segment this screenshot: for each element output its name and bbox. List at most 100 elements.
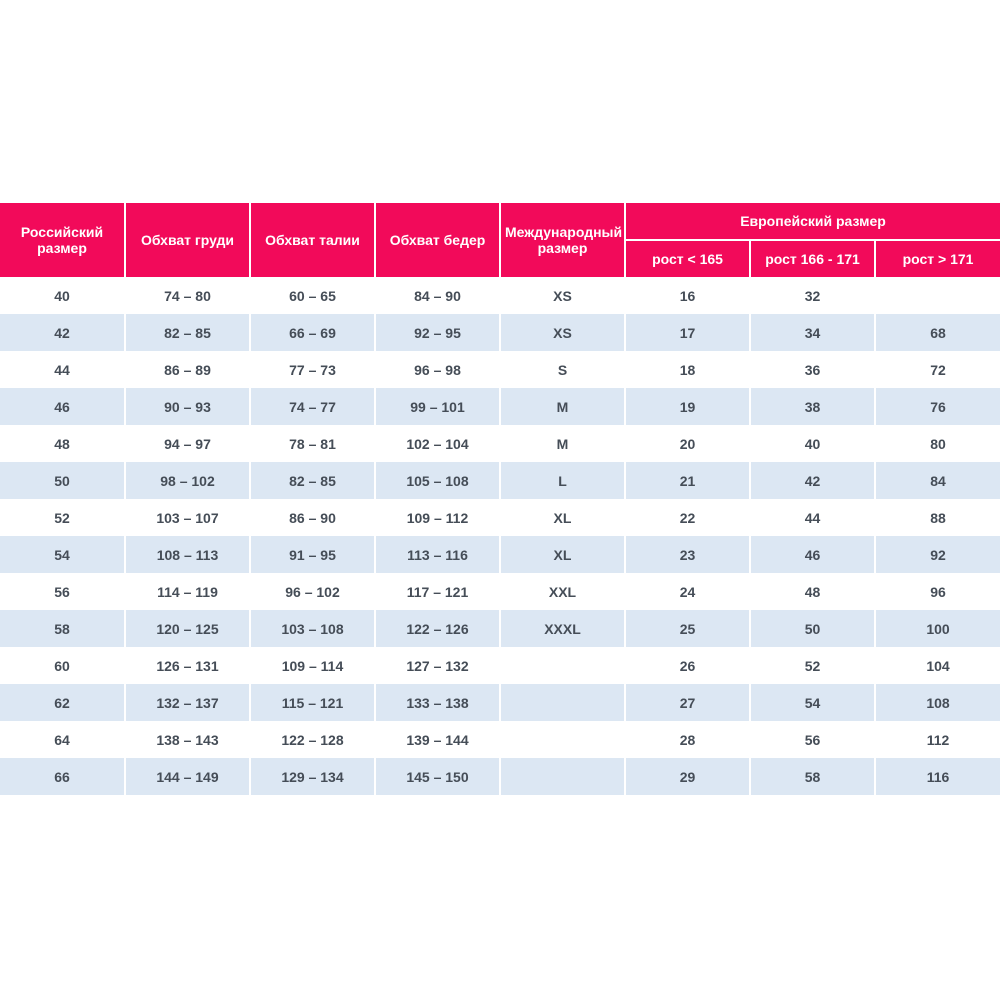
table-cell: 132 – 137: [124, 684, 250, 721]
table-cell: 102 – 104: [374, 425, 500, 462]
table-cell: XL: [499, 499, 625, 536]
table-cell: 34: [749, 314, 875, 351]
header-waist: Обхват талии: [249, 203, 375, 277]
table-cell: 56: [749, 721, 875, 758]
table-cell: 122 – 128: [249, 721, 375, 758]
table-cell: 50: [749, 610, 875, 647]
table-cell: 92 – 95: [374, 314, 500, 351]
table-cell: 17: [624, 314, 750, 351]
table-row: 62 132 – 137 115 – 121 133 – 138 27 54 108: [0, 684, 1000, 721]
header-hips: Обхват бедер: [374, 203, 500, 277]
table-cell: 64: [0, 721, 125, 758]
table-cell: 74 – 77: [249, 388, 375, 425]
table-cell: S: [499, 351, 625, 388]
table-cell: 103 – 107: [124, 499, 250, 536]
table-cell: 32: [749, 277, 875, 314]
table-cell: 46: [749, 536, 875, 573]
table-cell: [499, 647, 625, 684]
table-cell: 40: [0, 277, 125, 314]
table-cell: 46: [0, 388, 125, 425]
table-cell: 103 – 108: [249, 610, 375, 647]
header-height-166-171: рост 166 - 171: [749, 240, 875, 277]
table-cell: 42: [749, 462, 875, 499]
table-cell: 84: [874, 462, 1000, 499]
table-row: 56 114 – 119 96 – 102 117 – 121 XXL 24 48 96: [0, 573, 1000, 610]
table-cell: [499, 721, 625, 758]
table-cell: [874, 277, 1000, 314]
table-cell: 133 – 138: [374, 684, 500, 721]
table-cell: 94 – 97: [124, 425, 250, 462]
table-cell: 18: [624, 351, 750, 388]
table-cell: 84 – 90: [374, 277, 500, 314]
table-cell: 56: [0, 573, 125, 610]
table-cell: 126 – 131: [124, 647, 250, 684]
table-cell: 54: [749, 684, 875, 721]
table-cell: 24: [624, 573, 750, 610]
table-cell: 104: [874, 647, 1000, 684]
size-chart-table: Российский размер Обхват груди Обхват та…: [0, 203, 1000, 795]
table-cell: 109 – 114: [249, 647, 375, 684]
table-cell: XS: [499, 277, 625, 314]
table-cell: 92: [874, 536, 1000, 573]
table-cell: 60: [0, 647, 125, 684]
table-cell: 52: [749, 647, 875, 684]
table-row: 50 98 – 102 82 – 85 105 – 108 L 21 42 84: [0, 462, 1000, 499]
table-cell: M: [499, 388, 625, 425]
table-cell: 113 – 116: [374, 536, 500, 573]
table-cell: 105 – 108: [374, 462, 500, 499]
table-cell: 66: [0, 758, 125, 795]
table-cell: 96 – 98: [374, 351, 500, 388]
table-cell: 23: [624, 536, 750, 573]
header-russian-size: Российский размер: [0, 203, 125, 277]
table-cell: 144 – 149: [124, 758, 250, 795]
table-cell: 16: [624, 277, 750, 314]
table-cell: 76: [874, 388, 1000, 425]
table-cell: 27: [624, 684, 750, 721]
table-cell: XXL: [499, 573, 625, 610]
table-cell: 80: [874, 425, 1000, 462]
table-cell: 91 – 95: [249, 536, 375, 573]
table-cell: 40: [749, 425, 875, 462]
table-cell: [499, 684, 625, 721]
table-cell: 96: [874, 573, 1000, 610]
header-chest: Обхват груди: [124, 203, 250, 277]
table-cell: 108 – 113: [124, 536, 250, 573]
table-cell: 44: [0, 351, 125, 388]
table-cell: 96 – 102: [249, 573, 375, 610]
table-cell: 109 – 112: [374, 499, 500, 536]
table-cell: 88: [874, 499, 1000, 536]
table-row: 48 94 – 97 78 – 81 102 – 104 M 20 40 80: [0, 425, 1000, 462]
table-cell: 58: [749, 758, 875, 795]
table-row: 44 86 – 89 77 – 73 96 – 98 S 18 36 72: [0, 351, 1000, 388]
table-row: 60 126 – 131 109 – 114 127 – 132 26 52 104: [0, 647, 1000, 684]
table-cell: 62: [0, 684, 125, 721]
table-cell: 78 – 81: [249, 425, 375, 462]
table-cell: 138 – 143: [124, 721, 250, 758]
header-height-lt-165: рост < 165: [624, 240, 750, 277]
table-cell: 114 – 119: [124, 573, 250, 610]
table-cell: 28: [624, 721, 750, 758]
table-cell: 90 – 93: [124, 388, 250, 425]
table-cell: 66 – 69: [249, 314, 375, 351]
table-row: 52 103 – 107 86 – 90 109 – 112 XL 22 44 88: [0, 499, 1000, 536]
table-header: Российский размер Обхват груди Обхват та…: [0, 203, 1000, 277]
table-cell: 29: [624, 758, 750, 795]
table-cell: 116: [874, 758, 1000, 795]
table-cell: 25: [624, 610, 750, 647]
table-cell: 98 – 102: [124, 462, 250, 499]
table-cell: 115 – 121: [249, 684, 375, 721]
table-cell: 26: [624, 647, 750, 684]
table-row: 54 108 – 113 91 – 95 113 – 116 XL 23 46 92: [0, 536, 1000, 573]
table-cell: 52: [0, 499, 125, 536]
table-cell: [499, 758, 625, 795]
table-cell: 108: [874, 684, 1000, 721]
table-cell: 21: [624, 462, 750, 499]
table-row: 40 74 – 80 60 – 65 84 – 90 XS 16 32: [0, 277, 1000, 314]
table-row: 42 82 – 85 66 – 69 92 – 95 XS 17 34 68: [0, 314, 1000, 351]
table-cell: 68: [874, 314, 1000, 351]
table-cell: 74 – 80: [124, 277, 250, 314]
table-cell: 129 – 134: [249, 758, 375, 795]
table-cell: 127 – 132: [374, 647, 500, 684]
table-cell: 22: [624, 499, 750, 536]
